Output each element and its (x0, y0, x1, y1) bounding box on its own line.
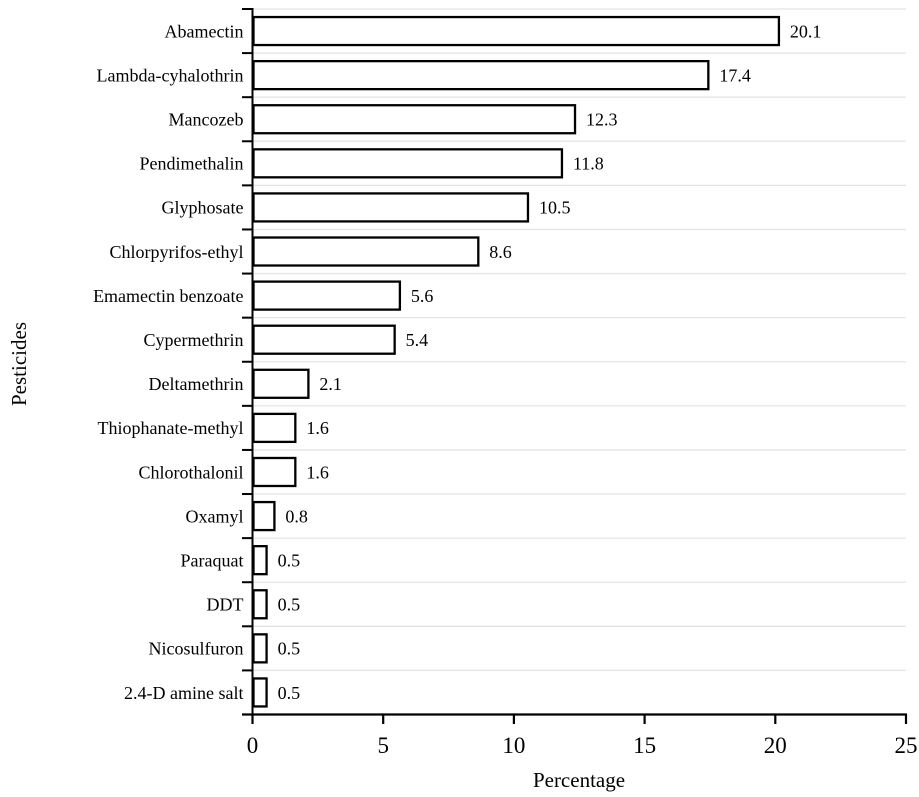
value-label: 12.3 (586, 110, 618, 130)
bar (252, 500, 276, 532)
category-label: Glyphosate (162, 198, 244, 218)
bar (252, 324, 396, 355)
gridlines (252, 8, 906, 672)
category-label: Lambda-cyhalothrin (97, 65, 244, 85)
bar (252, 545, 268, 576)
category-label: Mancozeb (169, 110, 244, 130)
bar (252, 280, 402, 311)
category-label: Deltamethrin (149, 374, 244, 394)
value-label: 17.4 (719, 65, 751, 85)
value-label: 1.6 (306, 462, 329, 482)
bar (252, 236, 480, 267)
value-label: 0.5 (278, 550, 301, 570)
x-axis-title: Percentage (533, 768, 625, 792)
category-label: Nicosulfuron (149, 639, 244, 659)
value-label: 0.8 (285, 506, 308, 526)
category-label: Paraquat (181, 550, 244, 570)
category-label: Pendimethalin (140, 154, 244, 174)
value-label: 10.5 (539, 198, 571, 218)
x-tick-label: 20 (764, 733, 787, 758)
bar (252, 456, 297, 488)
bar (252, 412, 297, 444)
x-tick-label: 10 (502, 733, 525, 758)
category-label: DDT (207, 595, 244, 615)
value-label: 5.6 (411, 286, 434, 306)
x-tick-label: 25 (895, 733, 918, 758)
labels-group: Abamectin 20.1 Lambda-cyhalothrin 17.4 Manco… (93, 21, 917, 758)
value-label: 0.5 (278, 595, 301, 615)
value-label: 8.6 (489, 242, 512, 262)
category-label: Chlorpyrifos-ethyl (110, 242, 244, 262)
value-label: 0.5 (278, 639, 301, 659)
bar (252, 677, 268, 708)
y-axis-title: Pesticides (7, 322, 31, 406)
x-tick-label: 5 (377, 733, 389, 758)
bar (252, 192, 530, 223)
category-label: 2.4-D amine salt (124, 683, 243, 703)
x-tick-label: 0 (247, 733, 259, 758)
category-label: Abamectin (165, 21, 244, 41)
value-label: 5.4 (406, 330, 429, 350)
category-label: Emamectin benzoate (93, 286, 243, 306)
bar (252, 633, 268, 664)
category-label: Oxamyl (186, 506, 244, 526)
x-tick-label: 15 (633, 733, 656, 758)
category-label: Chlorothalonil (139, 462, 244, 482)
value-label: 11.8 (573, 154, 604, 174)
bars-group (252, 15, 781, 708)
bar (252, 589, 268, 620)
category-label: Cypermethrin (144, 330, 244, 350)
bar (252, 368, 310, 399)
category-label: Thiophanate-methyl (98, 418, 244, 438)
bar (252, 104, 577, 135)
value-label: 20.1 (790, 21, 822, 41)
value-label: 1.6 (306, 418, 329, 438)
value-label: 2.1 (319, 374, 342, 394)
axes-group (242, 8, 908, 724)
bar (252, 148, 564, 179)
bar (252, 59, 710, 91)
value-label: 0.5 (278, 683, 301, 703)
bar (252, 15, 781, 47)
